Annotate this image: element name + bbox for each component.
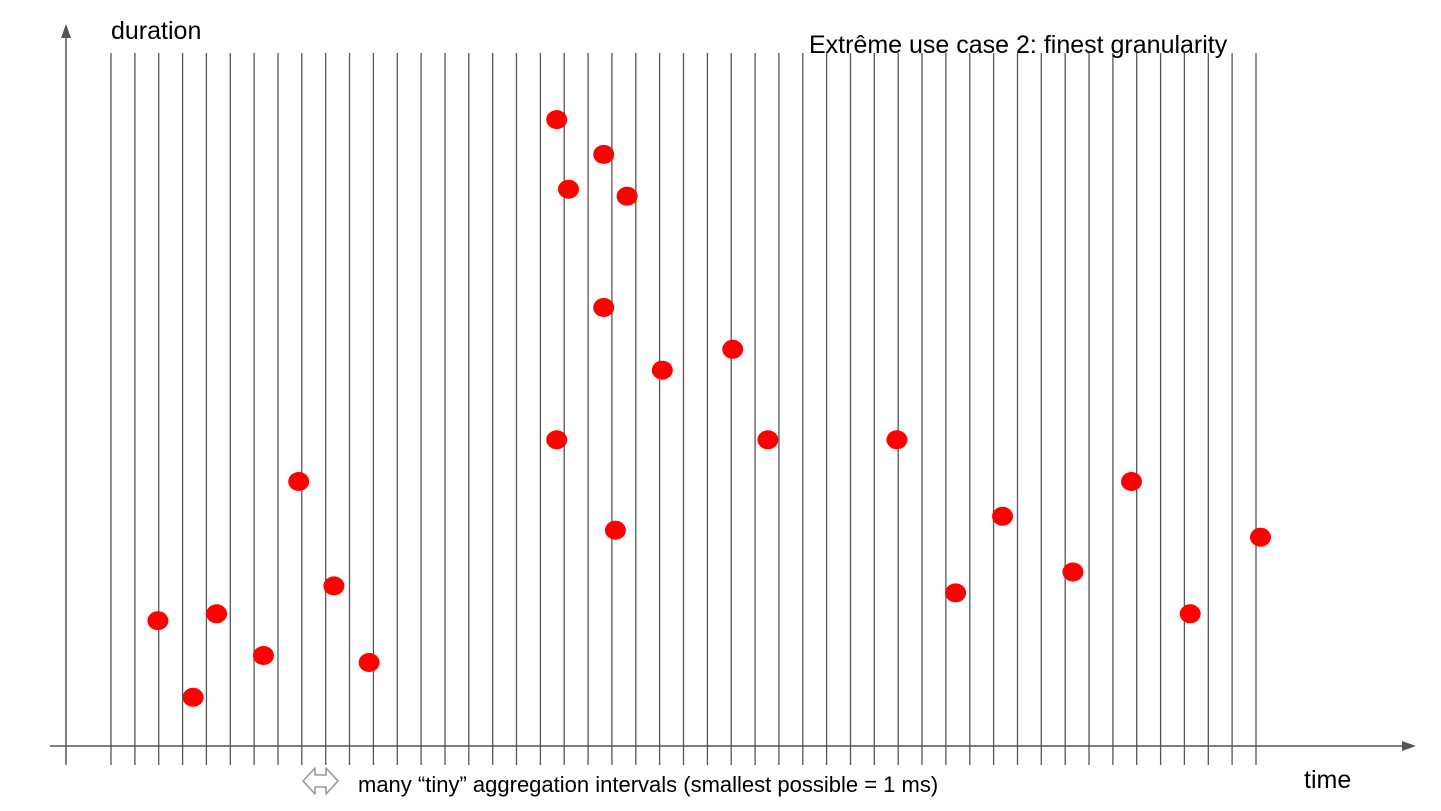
- data-point: [945, 583, 967, 603]
- data-point: [288, 472, 310, 491]
- chart-title: Extrême use case 2: finest granularity: [809, 31, 1228, 59]
- data-point: [593, 298, 615, 317]
- data-point: [546, 430, 568, 450]
- data-point: [323, 576, 345, 596]
- data-point: [757, 430, 779, 450]
- data-point: [886, 430, 908, 450]
- y-axis-arrowhead: [61, 24, 71, 38]
- data-point: [1121, 472, 1142, 491]
- data-point: [558, 179, 579, 199]
- data-point: [992, 506, 1013, 526]
- data-point: [358, 653, 380, 672]
- data-point: [1179, 604, 1201, 624]
- data-points: [147, 110, 1271, 707]
- data-point: [546, 110, 568, 130]
- data-point: [147, 611, 169, 631]
- data-point: [253, 646, 274, 665]
- x-axis-arrowhead: [1402, 741, 1416, 751]
- data-point: [1250, 527, 1271, 547]
- data-point: [593, 144, 615, 164]
- x-axis-label: time: [1304, 766, 1351, 794]
- data-point: [616, 186, 638, 206]
- axes: [50, 24, 1416, 765]
- data-point: [604, 520, 626, 540]
- y-axis-label: duration: [111, 17, 201, 45]
- data-point: [651, 360, 673, 380]
- double-arrow-icon: [302, 767, 339, 795]
- interval-lines: [110, 53, 1257, 765]
- data-point: [182, 687, 204, 707]
- data-point: [206, 604, 228, 624]
- data-point: [1062, 562, 1084, 582]
- data-point: [722, 339, 744, 359]
- interval-caption: many “tiny” aggregation intervals (small…: [358, 772, 938, 797]
